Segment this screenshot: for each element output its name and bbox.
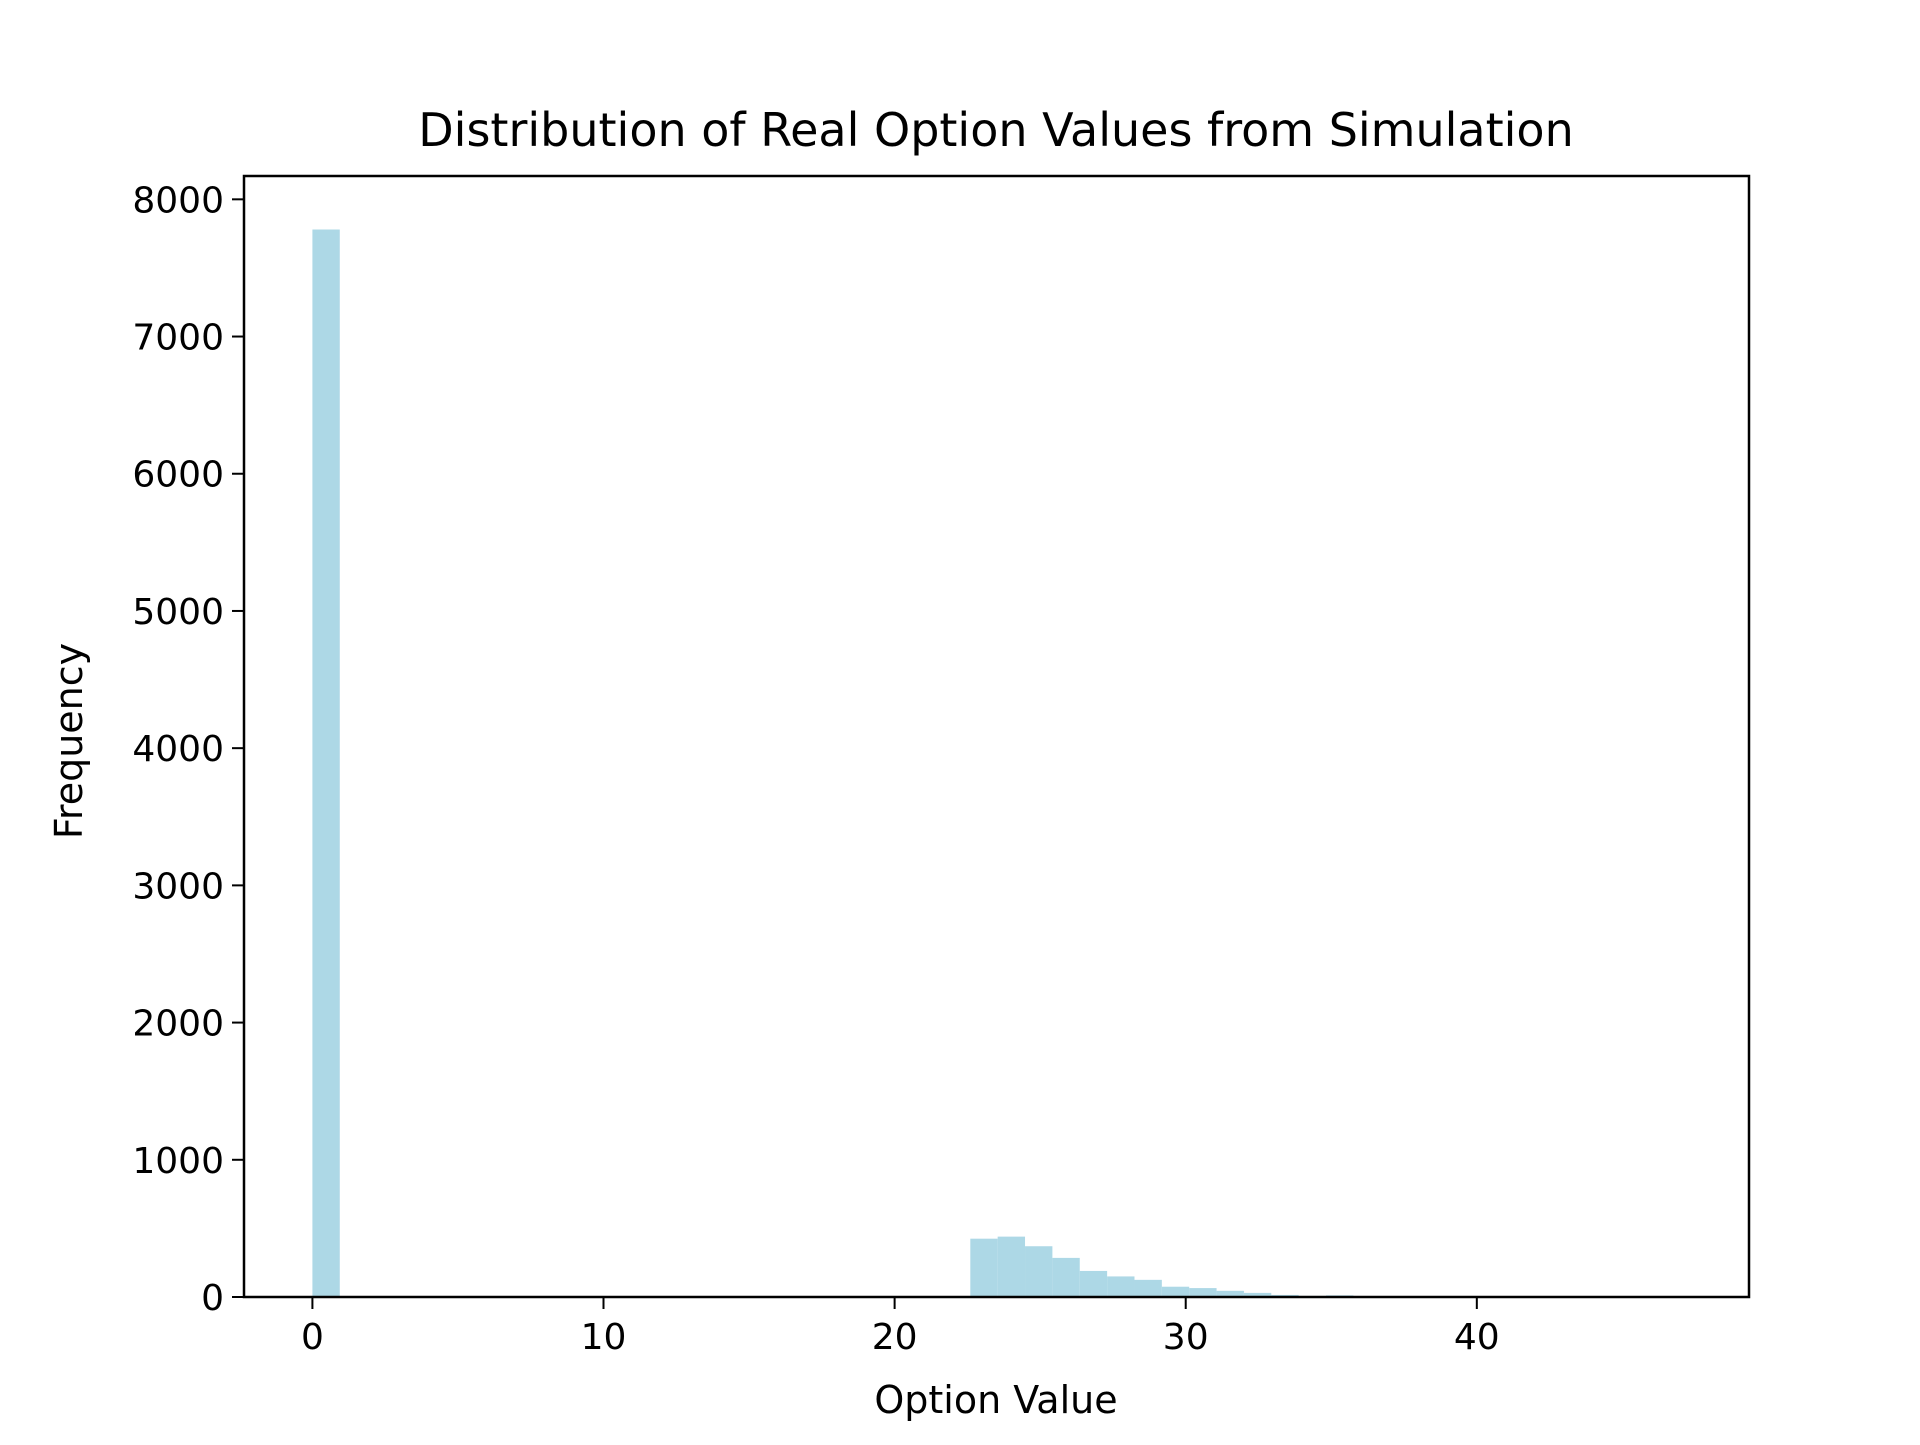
chart-title: Distribution of Real Option Values from … (418, 103, 1573, 157)
x-axis-ticks: 0 10 20 30 40 (301, 1297, 1500, 1358)
x-tick-label-4: 40 (1454, 1317, 1500, 1358)
x-tick-label-3: 30 (1163, 1317, 1209, 1358)
y-tick-label-2: 2000 (132, 1004, 224, 1045)
y-tick-label-0: 0 (201, 1278, 224, 1319)
y-axis-label: Frequency (47, 643, 91, 839)
histogram-bar-9 (1189, 1288, 1216, 1297)
y-axis-ticks: 0 1000 2000 3000 4000 5000 6000 7000 8000 (132, 180, 244, 1319)
plot-frame (244, 176, 1749, 1297)
x-tick-label-0: 0 (301, 1317, 324, 1358)
histogram-bar-4 (1052, 1258, 1079, 1297)
bars-group (312, 230, 1462, 1297)
histogram-bar-3 (1025, 1246, 1052, 1297)
histogram-bar-0 (312, 230, 339, 1297)
x-tick-label-2: 20 (872, 1317, 918, 1358)
y-tick-label-7: 7000 (132, 318, 224, 359)
histogram-bar-6 (1107, 1276, 1134, 1297)
histogram-bar-2 (998, 1237, 1025, 1297)
x-axis-label: Option Value (874, 1378, 1117, 1422)
histogram-bar-8 (1162, 1287, 1189, 1297)
y-tick-label-1: 1000 (132, 1141, 224, 1182)
y-tick-label-6: 6000 (132, 455, 224, 496)
x-tick-label-1: 10 (581, 1317, 627, 1358)
histogram-bar-5 (1080, 1271, 1107, 1297)
histogram-bar-1 (970, 1239, 997, 1297)
histogram-bar-7 (1134, 1280, 1161, 1297)
y-tick-label-5: 5000 (132, 592, 224, 633)
y-tick-label-4: 4000 (132, 729, 224, 770)
y-tick-label-3: 3000 (132, 866, 224, 907)
y-tick-label-8: 8000 (132, 180, 224, 221)
